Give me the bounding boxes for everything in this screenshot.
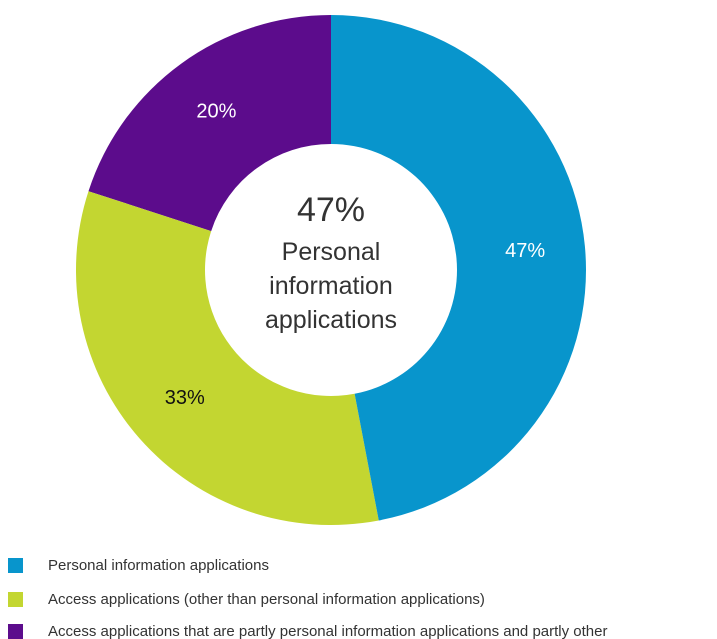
legend-swatch [8, 592, 23, 607]
data-label: 47% [505, 240, 545, 262]
center-label: Personal information applications [265, 238, 397, 334]
legend-label: Access applications (other than personal… [48, 591, 485, 608]
donut-segment [88, 15, 331, 232]
legend-label: Personal information applications [48, 557, 269, 574]
center-value: 47% [297, 191, 365, 229]
legend-swatch [8, 624, 23, 639]
donut-segment [331, 15, 587, 521]
data-label: 33% [165, 387, 205, 409]
donut-segment [76, 191, 379, 525]
data-label: 20% [196, 101, 236, 123]
legend-swatch [8, 558, 23, 573]
legend-label: Access applications that are partly pers… [48, 623, 607, 639]
